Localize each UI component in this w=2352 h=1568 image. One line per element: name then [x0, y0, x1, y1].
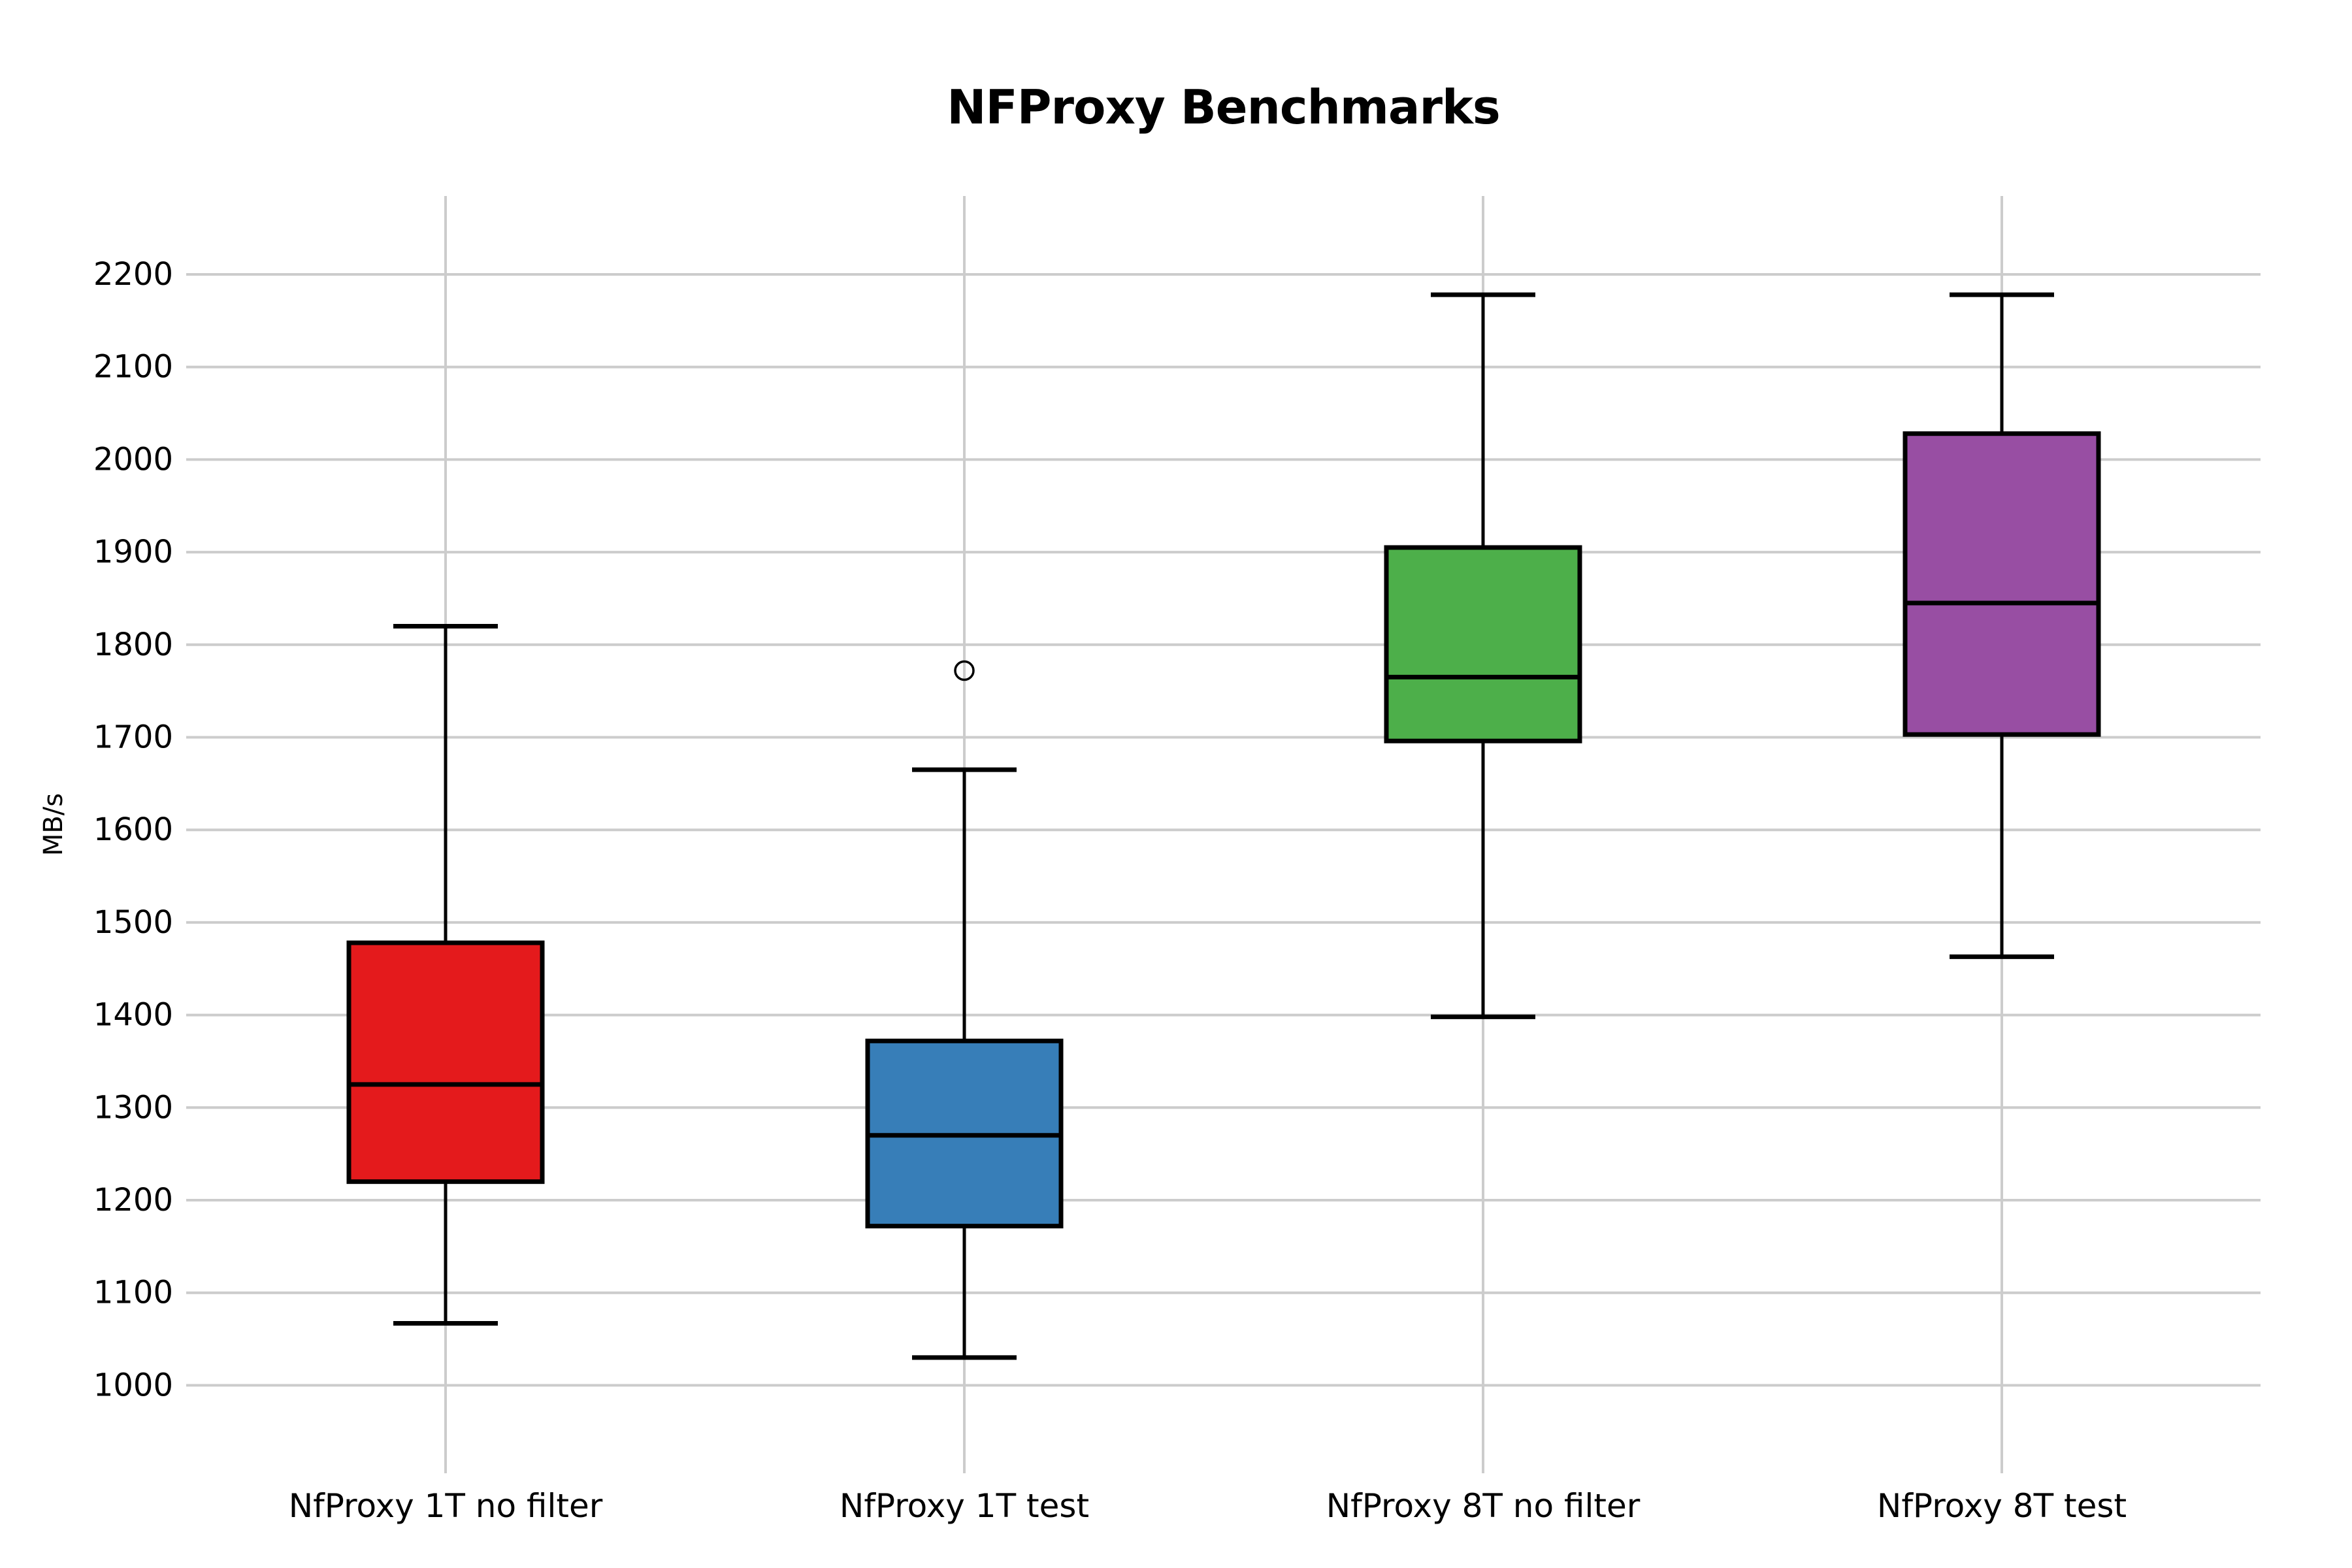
- chart-title: NFProxy Benchmarks: [947, 80, 1500, 135]
- box-group-2: [865, 660, 1064, 1360]
- y-tick-label: 2100: [93, 349, 173, 385]
- y-tick-label: 1600: [93, 811, 173, 848]
- y-tick-label: 1400: [93, 997, 173, 1034]
- y-tick-label: 2000: [93, 441, 173, 478]
- outlier-point: [954, 660, 975, 681]
- x-tick-label: NfProxy 8T no filter: [1326, 1487, 1641, 1525]
- iqr-box: [346, 940, 545, 1184]
- iqr-box: [1384, 545, 1582, 743]
- y-tick-label: 1800: [93, 627, 173, 663]
- y-tick-label: 1500: [93, 904, 173, 941]
- y-tick-label: 1300: [93, 1089, 173, 1126]
- y-tick-label: 1700: [93, 719, 173, 756]
- y-tick-label: 2200: [93, 256, 173, 293]
- box-group-3: [1384, 292, 1582, 1019]
- y-tick-label: 1100: [93, 1275, 173, 1311]
- box-group-4: [1903, 292, 2101, 959]
- x-tick-label: NfProxy 8T test: [1877, 1487, 2127, 1525]
- x-tick-label: NfProxy 1T test: [840, 1487, 1089, 1525]
- box-group-1: [346, 623, 545, 1326]
- y-tick-label: 1900: [93, 534, 173, 570]
- iqr-box: [1903, 431, 2101, 737]
- y-tick-label: 1000: [93, 1367, 173, 1403]
- x-tick-label: NfProxy 1T no filter: [289, 1487, 603, 1525]
- y-tick-label: 1200: [93, 1182, 173, 1218]
